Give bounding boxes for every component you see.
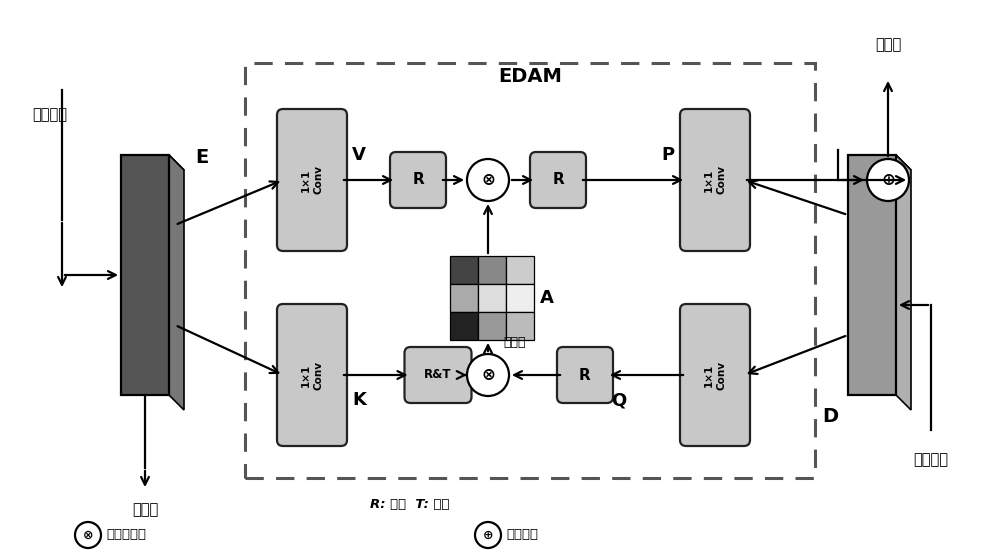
Text: D: D [822,408,838,426]
Text: 1×1
Conv: 1×1 Conv [704,166,726,195]
Text: ：矩阵乘法: ：矩阵乘法 [106,529,146,542]
Polygon shape [896,155,911,410]
Text: 下一级: 下一级 [132,503,158,518]
Bar [506,312,534,340]
Text: ⊗: ⊗ [83,529,93,542]
Circle shape [867,159,909,201]
Text: K: K [352,391,366,409]
Text: 下一级: 下一级 [875,37,901,52]
Text: R: R [552,173,564,188]
FancyBboxPatch shape [680,109,750,251]
Bar [848,155,896,395]
Bar [450,256,478,284]
Text: R: R [579,367,591,382]
Text: E: E [195,148,209,168]
Text: 归一化: 归一化 [503,336,526,349]
FancyBboxPatch shape [390,152,446,208]
Polygon shape [169,155,184,410]
Text: ⊕: ⊕ [483,529,493,542]
Text: 1×1
Conv: 1×1 Conv [301,166,323,195]
Circle shape [467,354,509,396]
Text: Q: Q [611,391,627,409]
Text: ⊗: ⊗ [481,171,495,189]
Bar [506,284,534,312]
Text: 1×1
Conv: 1×1 Conv [301,360,323,389]
Circle shape [75,522,101,548]
Text: 编码路径: 编码路径 [32,107,68,123]
FancyBboxPatch shape [680,304,750,446]
Bar [478,284,506,312]
Polygon shape [848,155,911,170]
Text: A: A [540,289,554,307]
Bar [121,155,169,395]
Text: P: P [661,146,675,164]
FancyBboxPatch shape [245,63,815,478]
Bar [450,312,478,340]
Text: EDAM: EDAM [498,68,562,86]
Text: ：元素加: ：元素加 [506,529,538,542]
FancyBboxPatch shape [277,109,347,251]
Bar [450,284,478,312]
Circle shape [467,159,509,201]
FancyBboxPatch shape [404,347,472,403]
Text: 解码路径: 解码路径 [914,453,948,468]
Text: V: V [352,146,366,164]
Bar [506,256,534,284]
Polygon shape [121,155,184,170]
Text: ⊗: ⊗ [481,366,495,384]
Text: R&T: R&T [424,368,452,382]
Circle shape [475,522,501,548]
FancyBboxPatch shape [557,347,613,403]
Bar [478,312,506,340]
Text: R: R [412,173,424,188]
Text: R: 重塑  T: 转置: R: 重塑 T: 转置 [370,498,450,512]
Text: 1×1
Conv: 1×1 Conv [704,360,726,389]
Bar [478,256,506,284]
FancyBboxPatch shape [277,304,347,446]
Text: ⊕: ⊕ [881,171,895,189]
FancyBboxPatch shape [530,152,586,208]
